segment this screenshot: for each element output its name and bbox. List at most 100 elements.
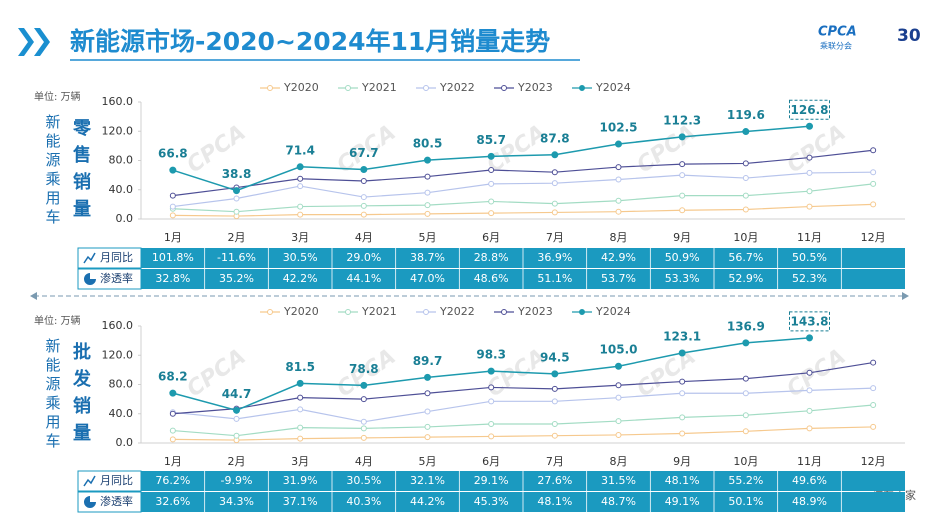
- y-tick-label: 0.0: [116, 436, 134, 449]
- point: [742, 412, 749, 419]
- point: [742, 206, 749, 213]
- point: [360, 381, 368, 389]
- point: [870, 401, 877, 408]
- point: [806, 387, 813, 394]
- legend-marker: [579, 85, 585, 91]
- point: [360, 177, 367, 184]
- y-tick-label: 80.0: [109, 378, 134, 391]
- table-cell: 52.3%: [792, 272, 827, 285]
- y-tick-label: 160.0: [102, 319, 134, 332]
- point: [233, 195, 240, 202]
- series-line: [172, 149, 874, 197]
- legend-label: Y2020: [283, 81, 319, 94]
- point: [169, 212, 176, 219]
- point: [233, 415, 240, 422]
- table-cell: 56.7%: [728, 251, 763, 264]
- data-label: 98.3: [476, 348, 506, 362]
- x-tick-label: 4月: [355, 455, 373, 468]
- point: [806, 188, 813, 195]
- point: [424, 434, 431, 441]
- table-cell: 49.6%: [792, 474, 827, 487]
- table-cell: 53.3%: [665, 272, 700, 285]
- point: [169, 389, 177, 397]
- x-tick-label: 1月: [164, 455, 182, 468]
- table-cell: 44.1%: [346, 272, 381, 285]
- table-cell: 50.9%: [665, 251, 700, 264]
- table-cell: 28.8%: [474, 251, 509, 264]
- data-label: 126.8: [791, 103, 829, 117]
- table-cell: 32.6%: [155, 495, 190, 508]
- point: [424, 156, 431, 164]
- point: [806, 407, 813, 414]
- legend-marker: [345, 309, 351, 315]
- point: [742, 128, 750, 136]
- table-cell: 29.0%: [346, 251, 381, 264]
- point: [424, 189, 431, 196]
- point: [615, 431, 622, 438]
- point: [615, 164, 622, 171]
- point: [233, 406, 240, 414]
- chart-title: 零售销量: [70, 118, 92, 226]
- data-label: 68.2: [158, 370, 188, 384]
- point: [806, 369, 813, 376]
- point: [742, 375, 749, 382]
- x-tick-label: 6月: [482, 231, 500, 244]
- point: [679, 207, 686, 214]
- point: [297, 211, 304, 218]
- table-cell: 76.2%: [155, 474, 190, 487]
- y-tick-label: 160.0: [102, 95, 134, 108]
- highlight-box: [789, 99, 830, 120]
- data-label: 143.8: [791, 314, 829, 328]
- x-tick-label: 11月: [797, 455, 822, 468]
- point: [806, 122, 813, 130]
- point: [870, 359, 877, 366]
- legend-marker: [423, 309, 429, 315]
- table-cell: 50.5%: [792, 251, 827, 264]
- x-tick-label: 5月: [419, 231, 437, 244]
- point: [424, 423, 431, 430]
- x-tick-label: 7月: [546, 231, 564, 244]
- x-tick-label: 7月: [546, 455, 564, 468]
- y-tick-label: 40.0: [109, 183, 134, 196]
- table-cell: 34.3%: [219, 495, 254, 508]
- point: [679, 161, 686, 168]
- legend-label: Y2024: [595, 81, 631, 94]
- point: [488, 180, 495, 187]
- series-line: [172, 404, 874, 437]
- table-cell: 101.8%: [152, 251, 194, 264]
- point: [169, 427, 176, 434]
- logo-sub: 乘联分会: [820, 41, 852, 51]
- point: [806, 425, 813, 432]
- icon-pie: [84, 273, 96, 285]
- point: [615, 382, 622, 389]
- data-label: 78.8: [349, 362, 379, 376]
- table-cell: 51.1%: [537, 272, 572, 285]
- point: [488, 198, 495, 205]
- point: [297, 203, 304, 210]
- point: [679, 414, 686, 421]
- point: [424, 373, 431, 381]
- row-label: 渗透率: [100, 494, 133, 508]
- table-cell: 27.6%: [537, 474, 572, 487]
- x-tick-label: 8月: [610, 455, 628, 468]
- x-tick-label: 11月: [797, 231, 822, 244]
- data-label: 44.7: [222, 387, 252, 401]
- data-label: 38.8: [222, 167, 252, 181]
- y-tick-label: 40.0: [109, 407, 134, 420]
- point: [742, 192, 749, 199]
- point: [551, 180, 558, 187]
- point: [360, 194, 367, 201]
- legend-label: Y2023: [517, 305, 553, 318]
- data-label: 112.3: [663, 113, 701, 127]
- table-cell: 42.2%: [283, 272, 318, 285]
- point: [742, 428, 749, 435]
- point: [233, 208, 240, 215]
- table-cell: 47.0%: [410, 272, 445, 285]
- table-cell: 42.9%: [601, 251, 636, 264]
- x-tick-label: 4月: [355, 231, 373, 244]
- point: [551, 385, 558, 392]
- legend-label: Y2022: [439, 305, 475, 318]
- point: [296, 379, 304, 387]
- table-cell: 30.5%: [283, 251, 318, 264]
